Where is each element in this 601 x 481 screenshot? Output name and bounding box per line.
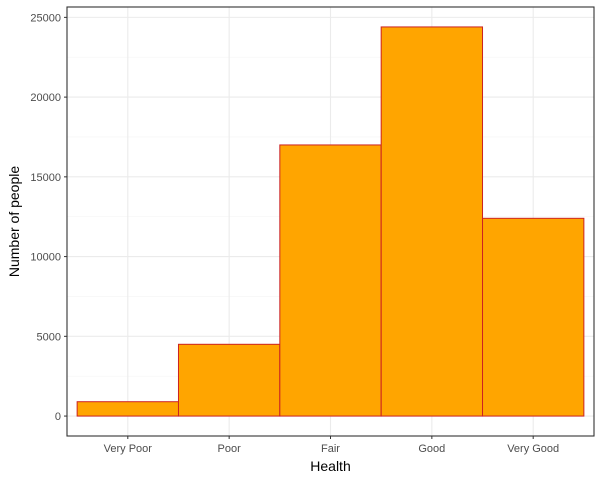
bars bbox=[76, 26, 585, 417]
x-tick-label: Very Good bbox=[507, 443, 559, 455]
y-tick-label: 10000 bbox=[30, 252, 61, 264]
y-tick-label: 25000 bbox=[30, 12, 61, 24]
bar-poor bbox=[177, 343, 281, 417]
x-tick-label: Very Poor bbox=[104, 443, 153, 455]
y-tick-label: 0 bbox=[55, 411, 61, 423]
x-tick-label: Poor bbox=[218, 443, 242, 455]
y-axis: 0 5000 10000 15000 20000 25000 bbox=[30, 12, 67, 423]
y-tick-label: 15000 bbox=[30, 172, 61, 184]
bar-good bbox=[380, 26, 484, 417]
y-tick-label: 20000 bbox=[30, 92, 61, 104]
x-axis: Very Poor Poor Fair Good Very Good bbox=[104, 436, 559, 455]
x-axis-title: Health bbox=[310, 458, 350, 474]
y-tick-label: 5000 bbox=[37, 331, 61, 343]
x-tick-label: Fair bbox=[321, 443, 340, 455]
bar-fair bbox=[279, 144, 382, 417]
bar-very-good bbox=[482, 217, 585, 417]
y-axis-title: Number of people bbox=[6, 166, 22, 278]
bar-very-poor bbox=[76, 401, 179, 417]
x-tick-label: Good bbox=[418, 443, 445, 455]
